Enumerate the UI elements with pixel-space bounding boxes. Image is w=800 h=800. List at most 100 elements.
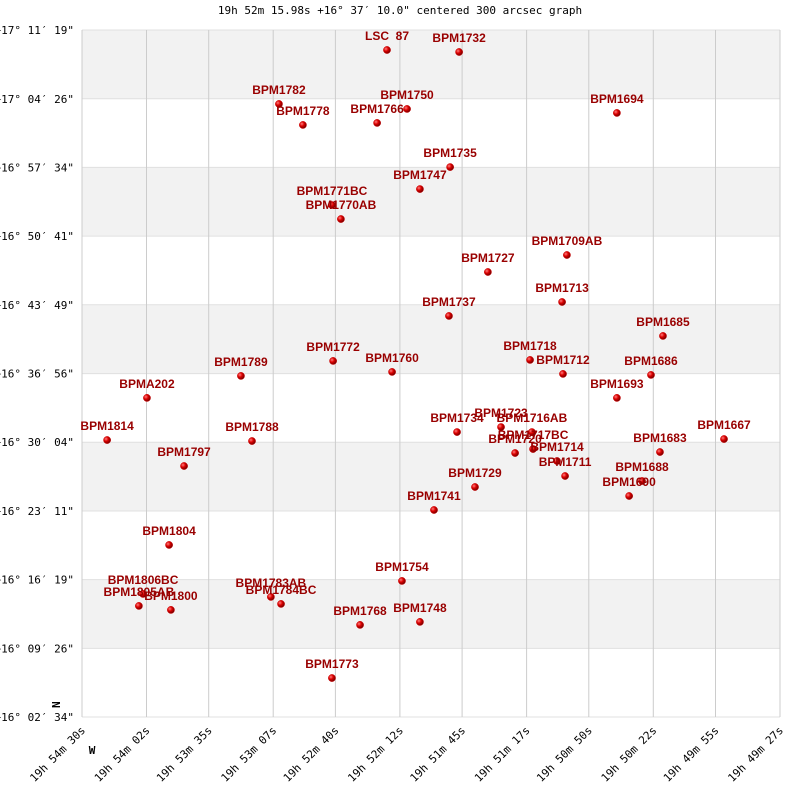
- star-label: BPM1754: [375, 560, 429, 574]
- star-label: BPM1800: [144, 589, 198, 603]
- star: [373, 119, 381, 127]
- y-tick-label: +16° 36′ 56": [0, 368, 74, 381]
- star-label: BPM1766: [350, 102, 404, 116]
- star-label: BPM1797: [157, 445, 211, 459]
- star-label: BPM1709AB: [532, 234, 603, 248]
- star: [237, 372, 245, 380]
- star: [455, 48, 463, 56]
- star: [248, 437, 256, 445]
- grid-band: [82, 579, 780, 649]
- star-label: BPM1806BC: [108, 573, 179, 587]
- star-label: BPM1683: [633, 431, 687, 445]
- star-label: BPM1688: [615, 460, 669, 474]
- star: [453, 428, 461, 436]
- star-label: BPM1717BC: [498, 428, 569, 442]
- star: [143, 394, 151, 402]
- star-label: BPM1686: [624, 354, 678, 368]
- star: [416, 618, 424, 626]
- star-label: BPM1804: [142, 524, 196, 538]
- star: [647, 371, 655, 379]
- star-label: BPM1778: [276, 104, 330, 118]
- star-label: BPM1729: [448, 466, 502, 480]
- star-label: BPM1748: [393, 601, 447, 615]
- star-label: BPM1771BC: [297, 184, 368, 198]
- y-tick-label: +16° 23′ 11": [0, 505, 74, 518]
- star: [497, 423, 505, 431]
- star: [511, 449, 519, 457]
- star-label: BPM1716AB: [497, 411, 568, 425]
- star: [471, 483, 479, 491]
- west-label: W: [89, 744, 96, 757]
- grid-band: [82, 30, 780, 99]
- star-label: BPM1694: [590, 92, 644, 106]
- star-label: LSC 87: [365, 29, 409, 43]
- star-label: BPM1814: [80, 419, 134, 433]
- star: [558, 298, 566, 306]
- y-tick-label: +16° 30′ 04": [0, 436, 74, 449]
- star-label: BPM1714: [530, 440, 584, 454]
- y-tick-label: +16° 50′ 41": [0, 230, 74, 243]
- star-label: BPM1789: [214, 355, 268, 369]
- star: [180, 462, 188, 470]
- north-label: N: [50, 701, 63, 708]
- star: [165, 541, 173, 549]
- star: [337, 215, 345, 223]
- star-label: BPM1747: [393, 168, 447, 182]
- star-label: BPM1723: [474, 406, 528, 420]
- star: [275, 100, 283, 108]
- star-label: BPM1782: [252, 83, 306, 97]
- star-label: BPM1750: [380, 88, 434, 102]
- star: [328, 674, 336, 682]
- star: [559, 370, 567, 378]
- star-label: BPM1768: [333, 604, 387, 618]
- y-tick-label: +16° 09′ 26": [0, 642, 74, 655]
- star-label: BPM1735: [423, 146, 477, 160]
- star: [526, 356, 534, 364]
- star: [659, 332, 667, 340]
- star-label: BPM1685: [636, 315, 690, 329]
- star: [329, 357, 337, 365]
- star-label: BPM1741: [407, 489, 461, 503]
- grid-band: [82, 442, 780, 511]
- star-label: BPM1773: [305, 657, 359, 671]
- star-label: BPMA202: [119, 377, 175, 391]
- star-label: BPM1690: [602, 475, 656, 489]
- star: [430, 506, 438, 514]
- star: [398, 577, 406, 585]
- star: [528, 428, 536, 436]
- star: [299, 121, 307, 129]
- star-label: BPM1720: [488, 432, 542, 446]
- star: [484, 268, 492, 276]
- star: [328, 201, 336, 209]
- star-label: BPM1667: [697, 418, 751, 432]
- star-label: BPM1727: [461, 251, 515, 265]
- star: [445, 312, 453, 320]
- star-label: BPM1760: [365, 351, 419, 365]
- y-tick-label: +16° 43′ 49": [0, 299, 74, 312]
- star: [388, 368, 396, 376]
- y-tick-label: +17° 11′ 19": [0, 24, 74, 37]
- star: [103, 436, 111, 444]
- star-label: BPM1712: [536, 353, 590, 367]
- star: [529, 445, 537, 453]
- star-label: BPM1711: [539, 455, 592, 469]
- star: [416, 185, 424, 193]
- star: [613, 394, 621, 402]
- star-label: BPM1713: [535, 281, 589, 295]
- star-label: BPM1788: [225, 420, 279, 434]
- star-label: BPM1718: [503, 339, 557, 353]
- star: [383, 46, 391, 54]
- star: [563, 251, 571, 259]
- chart-title: 19h 52m 15.98s +16° 37′ 10.0" centered 3…: [218, 4, 582, 17]
- star-label: BPM1693: [590, 377, 644, 391]
- star-label: BPM1805AB: [104, 585, 175, 599]
- star-label: BPM1784BC: [246, 583, 317, 597]
- star-label: BPM1732: [432, 31, 486, 45]
- star: [446, 163, 454, 171]
- star: [267, 593, 275, 601]
- star-label: BPM1783AB: [236, 576, 307, 590]
- star: [356, 621, 364, 629]
- y-tick-label: +16° 57′ 34": [0, 161, 74, 174]
- y-tick-label: +16° 02′ 34": [0, 711, 74, 724]
- y-tick-label: +16° 16′ 19": [0, 574, 74, 587]
